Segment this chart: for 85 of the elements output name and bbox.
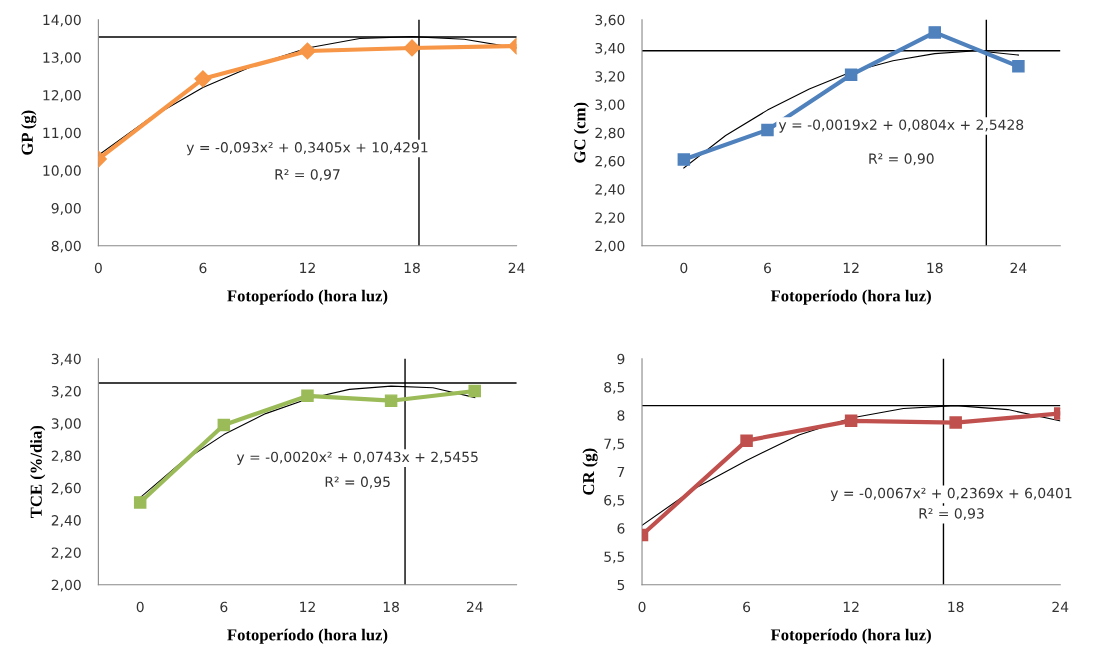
y-tick-label: 2,60 [595, 155, 625, 168]
y-tick-label: 2,40 [595, 184, 625, 197]
point [301, 389, 314, 403]
x-tick-label: 6 [743, 601, 751, 613]
y-axis-title: TCE (%/dia) [30, 425, 46, 518]
y-tick-label: 5 [617, 579, 625, 591]
y-tick-label: 3,40 [595, 42, 625, 55]
point [677, 153, 691, 166]
point [844, 414, 858, 428]
x-tick-label: 18 [383, 601, 399, 613]
x-tick-label: 18 [948, 601, 964, 613]
annotation: y = -0,0019x2 + 0,0804x + 2,5428 [778, 119, 1024, 133]
y-tick-label: 6,5 [604, 494, 625, 507]
y-tick-label: 2,00 [595, 240, 625, 253]
y-tick-label: 8,5 [604, 381, 625, 394]
y-tick-label: 7,5 [604, 438, 625, 451]
y-tick-label: 13,00 [43, 52, 81, 65]
x-tick-label: 12 [843, 601, 859, 612]
x-axis-title: Fotoperíodo (hora luz) [227, 628, 388, 644]
x-tick-label: 24 [1010, 262, 1027, 273]
annotation: R² = 0,97 [275, 169, 340, 182]
y-tick-label: 8 [617, 410, 625, 421]
y-tick-label: 2,80 [595, 127, 625, 140]
x-axis-title: Fotoperíodo (hora luz) [770, 628, 931, 644]
point [217, 418, 231, 432]
y-tick-label: 11,00 [43, 127, 81, 140]
annotation: R² = 0,95 [325, 476, 390, 489]
point [928, 26, 942, 39]
x-tick-label: 0 [680, 262, 688, 274]
point [133, 496, 147, 509]
y-tick-label: 14,00 [43, 14, 81, 27]
x-tick-label: 12 [300, 262, 315, 273]
y-tick-label: 2,60 [51, 482, 81, 495]
point [403, 39, 421, 57]
y-tick-label: 3,20 [595, 71, 625, 84]
y-tick-label: 9 [617, 353, 625, 365]
y-axis-title: GC (cm) [573, 102, 589, 163]
x-tick-label: 6 [220, 601, 228, 613]
y-axis-title: CR (g) [582, 448, 598, 495]
y-tick-label: 3,60 [595, 14, 625, 27]
x-tick-label: 12 [300, 601, 315, 612]
y-tick-label: 3,20 [51, 385, 81, 398]
y-tick-label: 12,00 [43, 90, 81, 102]
x-tick-label: 24 [508, 262, 525, 273]
y-tick-label: 2,00 [51, 579, 81, 592]
x-tick-label: 6 [764, 262, 772, 274]
y-tick-label: 3,00 [595, 99, 625, 112]
annotation: R² = 0,90 [869, 153, 934, 166]
y-tick-label: 2,40 [51, 515, 81, 528]
point [384, 394, 398, 407]
y-tick-label: 5,5 [604, 551, 625, 564]
y-tick-label: 2,80 [51, 450, 81, 463]
annotation: R² = 0,93 [919, 508, 984, 521]
x-axis-title: Fotoperíodo (hora luz) [770, 289, 931, 305]
y-tick-label: 2,20 [595, 212, 625, 225]
point [761, 123, 774, 137]
y-axis-title: GP (g) [21, 110, 37, 155]
x-tick-label: 24 [1052, 601, 1069, 612]
y-tick-label: 3,40 [51, 353, 81, 366]
annotation: y = -0,093x² + 0,3405x + 10,4291 [186, 142, 428, 156]
annotation: y = -0,0067x² + 0,2369x + 6,0401 [830, 487, 1072, 502]
y-tick-label: 3,00 [51, 418, 81, 431]
y-tick-label: 2,20 [51, 547, 81, 560]
y-tick-label: 6 [617, 523, 625, 534]
y-tick-label: 10,00 [43, 165, 81, 178]
x-axis-title: Fotoperíodo (hora luz) [227, 289, 388, 305]
y-tick-label: 7 [617, 466, 625, 477]
point [740, 434, 753, 447]
x-tick-label: 24 [466, 601, 483, 612]
y-tick-label: 8,00 [51, 240, 81, 253]
point [844, 68, 858, 82]
point [194, 70, 212, 88]
x-tick-label: 18 [927, 262, 943, 274]
x-tick-label: 0 [136, 601, 144, 613]
x-tick-label: 18 [404, 262, 420, 274]
x-tick-label: 6 [199, 262, 207, 274]
x-tick-label: 0 [94, 262, 102, 274]
x-tick-label: 12 [843, 262, 859, 273]
x-tick-label: 0 [638, 601, 646, 613]
point [1012, 60, 1025, 73]
annotation: y = -0,0020x² + 0,0743x + 2,5455 [236, 451, 478, 465]
y-tick-label: 9,00 [51, 203, 81, 215]
point [468, 384, 481, 398]
point [949, 416, 962, 429]
point [298, 42, 317, 60]
